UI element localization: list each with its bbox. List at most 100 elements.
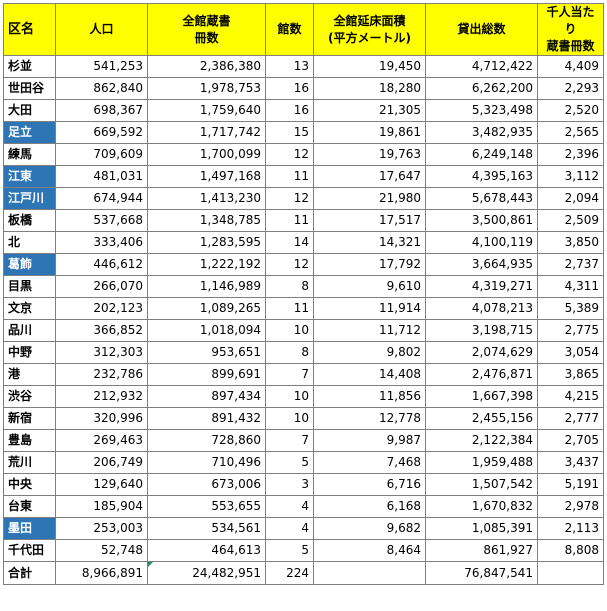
ward-cell: 杉並 bbox=[3, 55, 56, 78]
ward-cell: 荒川 bbox=[3, 451, 56, 474]
table-row: 江戸川 674,944 1,413,230 12 21,980 5,678,443 2,09… bbox=[3, 187, 604, 210]
per-thousand-cell: 2,293 bbox=[537, 77, 604, 100]
loans-cell: 4,395,163 bbox=[425, 165, 538, 188]
area-cell: 18,280 bbox=[313, 77, 426, 100]
books-cell: 1,018,094 bbox=[147, 319, 266, 342]
area-cell: 9,987 bbox=[313, 429, 426, 452]
area-cell: 11,914 bbox=[313, 297, 426, 320]
population-cell: 674,944 bbox=[55, 187, 148, 210]
per-thousand-cell: 2,705 bbox=[537, 429, 604, 452]
area-cell: 14,321 bbox=[313, 231, 426, 254]
libraries-cell: 7 bbox=[265, 363, 314, 386]
header-per-thousand: 千人当たり 蔵書冊数 bbox=[537, 3, 604, 56]
area-cell: 9,682 bbox=[313, 517, 426, 540]
population-cell: 669,592 bbox=[55, 121, 148, 144]
loans-cell: 4,712,422 bbox=[425, 55, 538, 78]
loans-cell: 2,476,871 bbox=[425, 363, 538, 386]
libraries-cell: 4 bbox=[265, 495, 314, 518]
per-thousand-cell: 3,850 bbox=[537, 231, 604, 254]
libraries-cell: 5 bbox=[265, 451, 314, 474]
books-cell: 1,700,099 bbox=[147, 143, 266, 166]
ward-cell: 江戸川 bbox=[3, 187, 56, 210]
population-cell: 862,840 bbox=[55, 77, 148, 100]
per-thousand-cell: 2,094 bbox=[537, 187, 604, 210]
table-row: 杉並 541,253 2,386,380 13 19,450 4,712,422 4,409 bbox=[3, 55, 604, 78]
ward-cell: 大田 bbox=[3, 99, 56, 122]
ward-cell: 世田谷 bbox=[3, 77, 56, 100]
area-cell: 11,712 bbox=[313, 319, 426, 342]
population-cell: 269,463 bbox=[55, 429, 148, 452]
per-thousand-cell: 2,565 bbox=[537, 121, 604, 144]
libraries-cell: 16 bbox=[265, 99, 314, 122]
ward-cell: 江東 bbox=[3, 165, 56, 188]
libraries-cell: 10 bbox=[265, 407, 314, 430]
area-cell: 7,468 bbox=[313, 451, 426, 474]
ward-cell: 板橋 bbox=[3, 209, 56, 232]
per-thousand-cell: 5,389 bbox=[537, 297, 604, 320]
ward-cell: 新宿 bbox=[3, 407, 56, 430]
loans-cell: 3,482,935 bbox=[425, 121, 538, 144]
population-cell: 333,406 bbox=[55, 231, 148, 254]
per-thousand-cell: 2,777 bbox=[537, 407, 604, 430]
loans-cell: 5,323,498 bbox=[425, 99, 538, 122]
loans-cell: 1,507,542 bbox=[425, 473, 538, 496]
loans-cell: 3,500,861 bbox=[425, 209, 538, 232]
loans-cell: 6,249,148 bbox=[425, 143, 538, 166]
population-cell: 206,749 bbox=[55, 451, 148, 474]
header-area: 全館延床面積 (平方メートル) bbox=[313, 3, 426, 56]
books-cell: 1,089,265 bbox=[147, 297, 266, 320]
header-loans: 貸出総数 bbox=[425, 3, 538, 56]
table-row: 板橋 537,668 1,348,785 11 17,517 3,500,861 2,509 bbox=[3, 209, 604, 232]
per-thousand-cell: 5,191 bbox=[537, 473, 604, 496]
loans-cell: 1,085,391 bbox=[425, 517, 538, 540]
per-thousand-cell: 2,509 bbox=[537, 209, 604, 232]
books-cell: 1,222,192 bbox=[147, 253, 266, 276]
table-row: 中央 129,640 673,006 3 6,716 1,507,542 5,191 bbox=[3, 473, 604, 496]
ward-cell: 中野 bbox=[3, 341, 56, 364]
area-cell: 17,647 bbox=[313, 165, 426, 188]
table-row: 目黒 266,070 1,146,989 8 9,610 4,319,271 4,311 bbox=[3, 275, 604, 298]
libraries-cell: 12 bbox=[265, 143, 314, 166]
libraries-cell: 11 bbox=[265, 165, 314, 188]
area-cell: 17,792 bbox=[313, 253, 426, 276]
libraries-cell: 15 bbox=[265, 121, 314, 144]
population-cell: 232,786 bbox=[55, 363, 148, 386]
table-row: 豊島 269,463 728,860 7 9,987 2,122,384 2,705 bbox=[3, 429, 604, 452]
table-row: 江東 481,031 1,497,168 11 17,647 4,395,163 3,112 bbox=[3, 165, 604, 188]
loans-cell: 861,927 bbox=[425, 539, 538, 562]
ward-cell: 千代田 bbox=[3, 539, 56, 562]
libraries-cell: 3 bbox=[265, 473, 314, 496]
books-cell: 534,561 bbox=[147, 517, 266, 540]
ward-cell: 文京 bbox=[3, 297, 56, 320]
area-cell: 19,861 bbox=[313, 121, 426, 144]
area-cell: 11,856 bbox=[313, 385, 426, 408]
population-cell: 266,070 bbox=[55, 275, 148, 298]
table-row: 渋谷 212,932 897,434 10 11,856 1,667,398 4,215 bbox=[3, 385, 604, 408]
libraries-cell: 8 bbox=[265, 341, 314, 364]
loans-cell: 2,074,629 bbox=[425, 341, 538, 364]
loans-cell: 1,670,832 bbox=[425, 495, 538, 518]
table-row: 荒川 206,749 710,496 5 7,468 1,959,488 3,437 bbox=[3, 451, 604, 474]
per-thousand-cell: 4,311 bbox=[537, 275, 604, 298]
area-cell: 17,517 bbox=[313, 209, 426, 232]
per-thousand-cell: 2,520 bbox=[537, 99, 604, 122]
libraries-cell: 5 bbox=[265, 539, 314, 562]
per-thousand-cell: 2,113 bbox=[537, 517, 604, 540]
loans-cell: 1,959,488 bbox=[425, 451, 538, 474]
loans-cell: 4,078,213 bbox=[425, 297, 538, 320]
table-row: 練馬 709,609 1,700,099 12 19,763 6,249,148 2,396 bbox=[3, 143, 604, 166]
per-thousand-cell: 2,737 bbox=[537, 253, 604, 276]
total-label: 合計 bbox=[3, 561, 56, 585]
total-area bbox=[313, 561, 426, 585]
area-cell: 6,716 bbox=[313, 473, 426, 496]
ward-cell: 品川 bbox=[3, 319, 56, 342]
population-cell: 52,748 bbox=[55, 539, 148, 562]
area-cell: 9,610 bbox=[313, 275, 426, 298]
per-thousand-cell: 4,215 bbox=[537, 385, 604, 408]
area-cell: 9,802 bbox=[313, 341, 426, 364]
loans-cell: 5,678,443 bbox=[425, 187, 538, 210]
ward-cell: 墨田 bbox=[3, 517, 56, 540]
per-thousand-cell: 3,054 bbox=[537, 341, 604, 364]
ward-cell: 足立 bbox=[3, 121, 56, 144]
libraries-cell: 10 bbox=[265, 385, 314, 408]
